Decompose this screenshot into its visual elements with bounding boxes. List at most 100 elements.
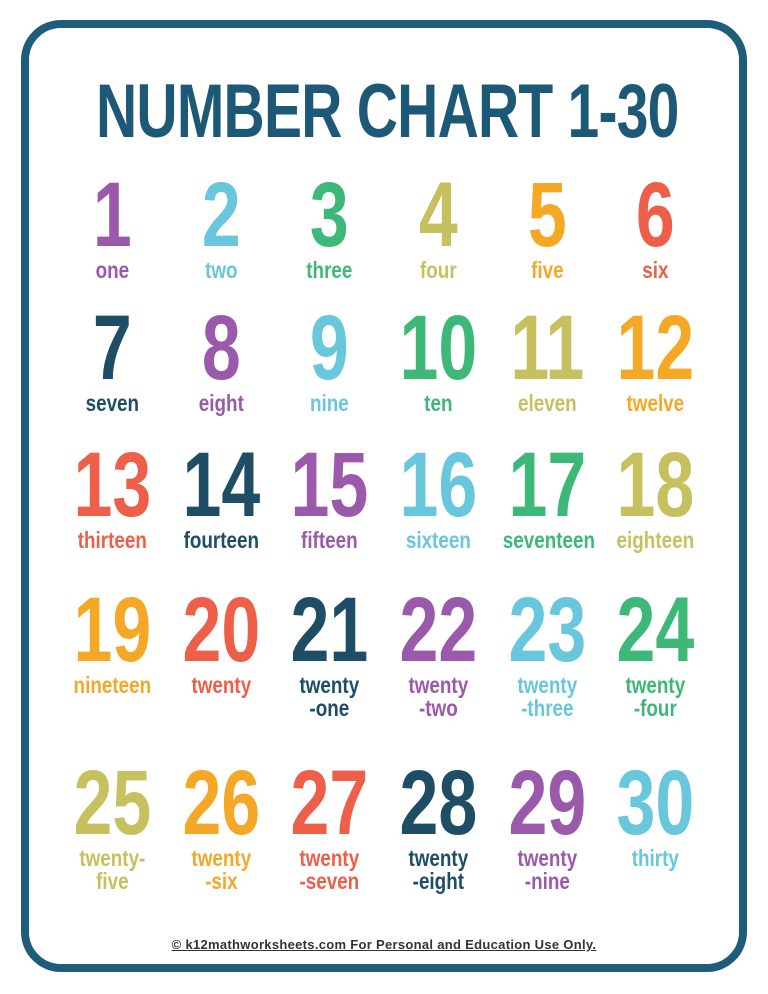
number-cell-16: 16 sixteen (384, 434, 493, 553)
number-value: 9 (310, 297, 350, 399)
number-word: twenty -seven (299, 845, 360, 894)
number-value: 1 (92, 164, 132, 266)
number-word: eleven (517, 390, 577, 416)
number-cell-25: 25 twenty- five (58, 752, 167, 894)
number-value: 28 (399, 752, 478, 854)
number-value: 12 (616, 297, 695, 399)
number-cell-19: 19 nineteen (58, 579, 167, 720)
number-cell-28: 28 twenty -eight (384, 752, 493, 894)
number-cell-8: 8 eight (167, 297, 276, 416)
number-cell-21: 21 twenty -one (275, 579, 384, 721)
number-word: six (642, 257, 669, 283)
number-word: five (530, 257, 564, 283)
number-value: 7 (92, 297, 132, 399)
number-value: 11 (510, 297, 584, 399)
number-value: 21 (290, 579, 369, 681)
number-value: 4 (418, 164, 458, 266)
number-word: seven (85, 390, 140, 416)
number-value: 23 (508, 579, 586, 681)
number-cell-26: 26 twenty -six (167, 752, 276, 894)
page-title: NUMBER CHART 1-30 (96, 69, 679, 154)
number-word: seventeen (502, 527, 595, 553)
number-value: 19 (73, 579, 152, 681)
number-cell-17: 17 seventeen (493, 434, 602, 553)
number-cell-30: 30 thirty (601, 752, 710, 893)
number-value: 22 (399, 579, 478, 681)
number-word: nineteen (73, 672, 152, 698)
number-word: twenty -six (191, 845, 251, 894)
number-cell-4: 4 four (384, 164, 493, 283)
number-word: twenty -nine (517, 845, 577, 894)
number-cell-24: 24 twenty -four (601, 579, 710, 721)
number-cell-15: 15 fifteen (275, 434, 384, 553)
number-cell-18: 18 eighteen (601, 434, 710, 553)
number-cell-23: 23 twenty -three (493, 579, 602, 721)
number-word: fifteen (301, 527, 358, 553)
number-word: twenty -two (408, 672, 469, 721)
number-value: 16 (399, 434, 478, 536)
number-value: 13 (73, 434, 152, 536)
number-word: one (95, 257, 130, 283)
number-value: 10 (399, 297, 478, 399)
number-row-5: 25 twenty- five 26 twenty -six 27 twenty… (58, 752, 710, 894)
number-word: thirteen (77, 527, 147, 553)
number-value: 30 (616, 752, 695, 854)
footer: © k12mathworksheets.com For Personal and… (0, 936, 768, 954)
number-value: 25 (73, 752, 152, 854)
number-cell-13: 13 thirteen (58, 434, 167, 553)
number-word: twenty (191, 672, 251, 698)
number-word: fourteen (183, 527, 259, 553)
page-border (21, 20, 747, 972)
number-value: 17 (508, 434, 586, 536)
number-cell-7: 7 seven (58, 297, 167, 416)
number-word: two (204, 257, 238, 283)
number-word: twenty- five (79, 845, 146, 894)
number-value: 8 (201, 297, 241, 399)
number-value: 15 (290, 434, 369, 536)
number-cell-3: 3 three (275, 164, 384, 283)
number-word: twenty -one (299, 672, 360, 721)
number-value: 26 (182, 752, 260, 854)
number-value: 27 (290, 752, 369, 854)
number-cell-12: 12 twelve (601, 297, 710, 416)
number-word: three (306, 257, 353, 283)
number-word: twenty -eight (408, 845, 469, 894)
number-cell-1: 1 one (58, 164, 167, 283)
number-cell-22: 22 twenty -two (384, 579, 493, 721)
number-cell-20: 20 twenty (167, 579, 276, 720)
number-word: twenty -four (625, 672, 686, 721)
number-value: 6 (636, 164, 676, 266)
number-cell-29: 29 twenty -nine (493, 752, 602, 894)
number-row-4: 19 nineteen 20 twenty 21 twenty -one 22 … (58, 579, 710, 721)
number-value: 5 (527, 164, 567, 266)
number-value: 20 (182, 579, 260, 681)
number-value: 14 (182, 434, 260, 536)
number-word: eight (198, 390, 244, 416)
number-cell-10: 10 ten (384, 297, 493, 416)
number-value: 2 (201, 164, 241, 266)
number-value: 18 (616, 434, 695, 536)
number-value: 29 (508, 752, 586, 854)
number-word: four (420, 257, 457, 283)
number-cell-27: 27 twenty -seven (275, 752, 384, 894)
number-word: thirty (632, 845, 680, 871)
number-cell-5: 5 five (493, 164, 602, 283)
number-word: twenty -three (517, 672, 577, 721)
number-cell-11: 11 eleven (493, 297, 602, 416)
number-cell-14: 14 fourteen (167, 434, 276, 553)
footer-attribution-link[interactable]: © k12mathworksheets.com For Personal and… (171, 937, 597, 952)
number-cell-9: 9 nine (275, 297, 384, 416)
number-word: ten (424, 390, 453, 416)
number-cell-2: 2 two (167, 164, 276, 283)
number-value: 3 (310, 164, 350, 266)
number-value: 24 (616, 579, 695, 681)
number-word: twelve (626, 390, 685, 416)
number-word: sixteen (405, 527, 471, 553)
number-row-3: 13 thirteen 14 fourteen 15 fifteen 16 si… (58, 434, 710, 553)
number-word: eighteen (616, 527, 695, 553)
number-row-2: 7 seven 8 eight 9 nine 10 ten 11 eleven … (58, 297, 710, 416)
number-row-1: 1 one 2 two 3 three 4 four 5 five 6 six (58, 164, 710, 283)
number-word: nine (310, 390, 350, 416)
number-cell-6: 6 six (601, 164, 710, 283)
